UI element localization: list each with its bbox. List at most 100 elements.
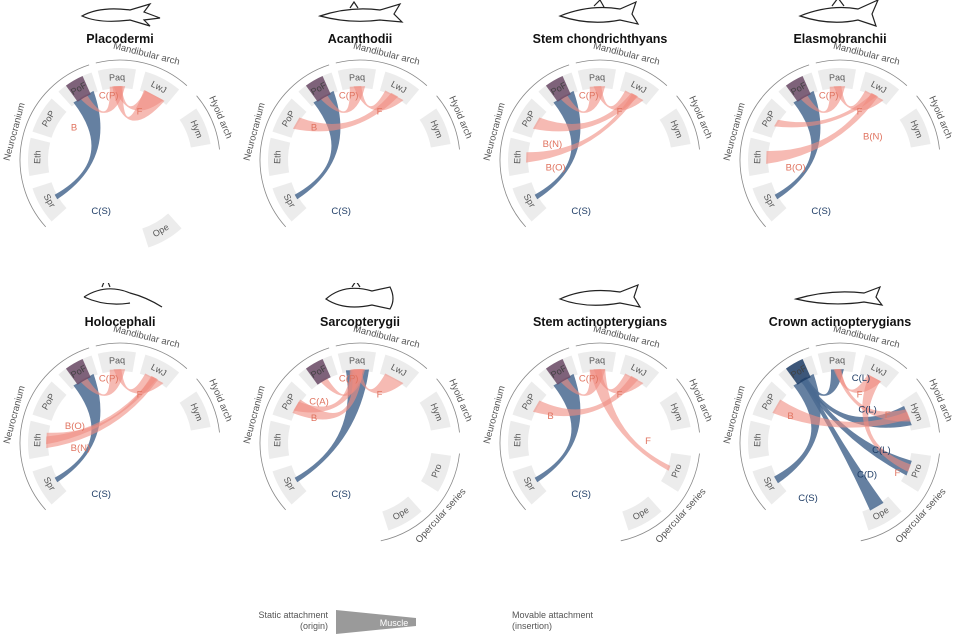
segment-pop [272,381,307,421]
panel-title: Stem chondrichthyans [532,32,668,46]
segment-ope [622,496,662,531]
muscle-label: C(P) [819,91,839,102]
muscle-label: C(P) [339,91,359,102]
group-label: Opercular series [894,486,949,545]
group-label: Opercular series [654,486,709,545]
muscle-ribbon [46,376,157,445]
muscle-label: F [377,389,383,400]
segment-pro [901,453,932,492]
muscle-label: B(O) [786,162,806,173]
group-bracket [259,64,330,228]
segment-pro [421,453,452,492]
placoderm-fish-icon [80,2,161,27]
segment-paq [97,68,136,91]
muscle-ribbon [292,369,363,420]
group-bracket [499,347,570,511]
group-bracket [335,59,428,86]
group-bracket [676,378,700,433]
segment-pop [512,98,547,138]
muscle-ribbon [292,92,399,132]
muscle-ribbon [772,399,910,428]
panel-0: Placodermi Neurocranium Mandibular arch Hyo… [0,0,240,300]
fish-silhouette [558,0,640,25]
segment-lwj [859,354,900,388]
muscle-ribbon [79,369,126,396]
group-bracket [860,453,940,542]
segment-pof-highlight [65,75,91,102]
group-bracket [575,59,668,86]
group-bracket [95,59,188,86]
muscle-ribbon [319,86,366,113]
muscle-label: F [857,389,863,400]
panel-title: Crown actinopterygians [768,315,912,329]
group-label: Opercular series [414,486,469,545]
segment-eth [508,137,531,176]
muscle-label: C(L) [872,445,890,456]
segment-spr [752,465,787,505]
segment-spr [752,182,787,222]
sturgeon-fish-icon [793,285,884,306]
segment-eth [268,420,291,459]
panel-title: Placodermi [86,32,154,46]
group-bracket [916,378,940,433]
muscle-ribbon [766,92,879,164]
muscle-ribbon [774,90,821,200]
muscle-label: F [617,389,623,400]
legend-static-sub: (origin) [299,621,328,631]
muscle-ribbon [774,93,877,128]
segment-pop [752,381,787,421]
segment-paq [337,68,376,91]
muscle-label: C(L) [858,405,876,416]
muscle-ribbon [559,86,606,113]
group-bracket [335,342,428,369]
group-bracket [676,95,700,150]
muscle-ribbon [532,92,639,132]
muscle-ribbon [800,377,884,511]
segment-paq [817,351,856,374]
muscle-label: C(S) [798,493,818,504]
legend-static-label: Static attachment [258,610,328,620]
segment-spr [32,182,67,222]
muscle-label: B(N) [543,139,563,150]
muscle-ribbon [532,375,639,417]
fish-silhouette [80,2,161,27]
panel-1: Acanthodii Neurocranium Mandibular arch Hyo… [240,0,480,300]
group-bracket [259,347,330,511]
muscle-label: B [71,122,77,133]
panel-title: Elasmobranchii [793,32,887,46]
segment-label: Paq [109,355,125,366]
muscle-ribbon [862,374,911,472]
segment-label: Eth [752,150,762,164]
fish-silhouette [793,285,884,306]
muscle-label: B [547,411,553,422]
segment-label: Eth [272,433,282,447]
stem-chondrichthyan-fish-icon [558,0,640,25]
segment-hym [419,108,451,148]
segment-label: Paq [349,355,365,366]
fish-silhouette [83,283,163,308]
segment-ope [142,213,182,248]
group-bracket [739,347,810,511]
segment-pro [661,453,692,492]
muscle-label: C(D) [857,470,877,481]
segment-label: Pro [909,462,923,479]
segment-lwj [139,71,180,105]
segment-eth [28,137,51,176]
segment-label: Paq [589,72,605,83]
legend-movable-sub: (insertion) [512,621,553,631]
muscle-label: C(S) [811,206,831,217]
muscle-ribbon [593,86,644,111]
legend-muscle-label: Muscle [380,618,409,628]
panel-7: Crown actinopterygians Neurocranium Mandib… [720,283,960,583]
muscle-label: F [894,468,900,479]
chimaera-fish-icon [83,283,163,308]
group-bracket [436,95,460,150]
segment-pop [752,98,787,138]
muscle-label: C(S) [331,206,351,217]
segment-lwj [619,354,660,388]
segment-ope [862,496,902,531]
muscle-label: B [311,413,317,424]
segment-hym [419,391,451,431]
